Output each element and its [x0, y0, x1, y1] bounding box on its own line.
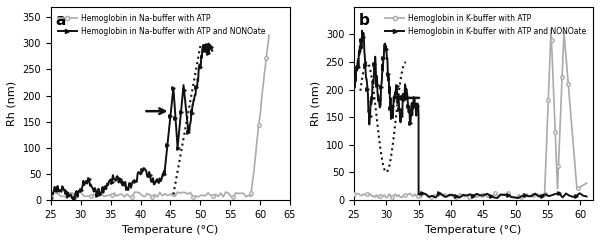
- Y-axis label: Rh (nm): Rh (nm): [310, 81, 320, 126]
- Legend: Hemoglobin in Na-buffer with ATP, Hemoglobin in Na-buffer with ATP and NONOate: Hemoglobin in Na-buffer with ATP, Hemogl…: [55, 11, 268, 39]
- Text: b: b: [359, 13, 370, 28]
- Legend: Hemoglobin in K-buffer with ATP, Hemoglobin in K-buffer with ATP and NONOate: Hemoglobin in K-buffer with ATP, Hemoglo…: [382, 11, 589, 39]
- X-axis label: Temperature (°C): Temperature (°C): [122, 225, 218, 235]
- Text: a: a: [56, 13, 66, 28]
- X-axis label: Temperature (°C): Temperature (°C): [425, 225, 521, 235]
- Y-axis label: Rh (nm): Rh (nm): [7, 81, 17, 126]
